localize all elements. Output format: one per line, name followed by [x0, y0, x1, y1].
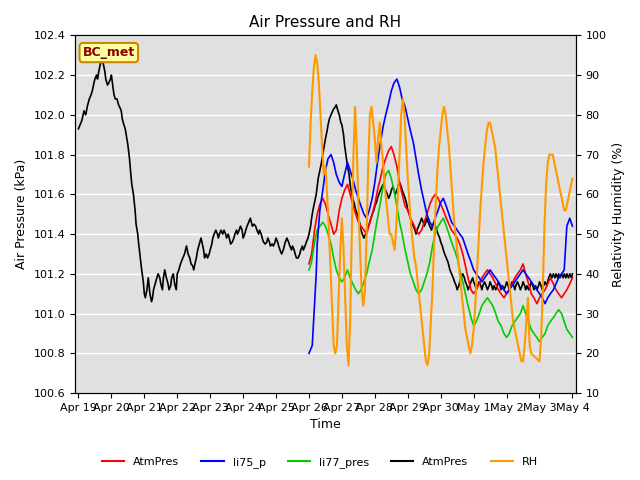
Legend: AtmPres, li75_p, li77_pres, AtmPres, RH: AtmPres, li75_p, li77_pres, AtmPres, RH — [97, 452, 543, 472]
X-axis label: Time: Time — [310, 419, 341, 432]
Y-axis label: Relativity Humidity (%): Relativity Humidity (%) — [612, 142, 625, 287]
Y-axis label: Air Pressure (kPa): Air Pressure (kPa) — [15, 159, 28, 269]
Text: BC_met: BC_met — [83, 46, 135, 59]
Title: Air Pressure and RH: Air Pressure and RH — [250, 15, 401, 30]
